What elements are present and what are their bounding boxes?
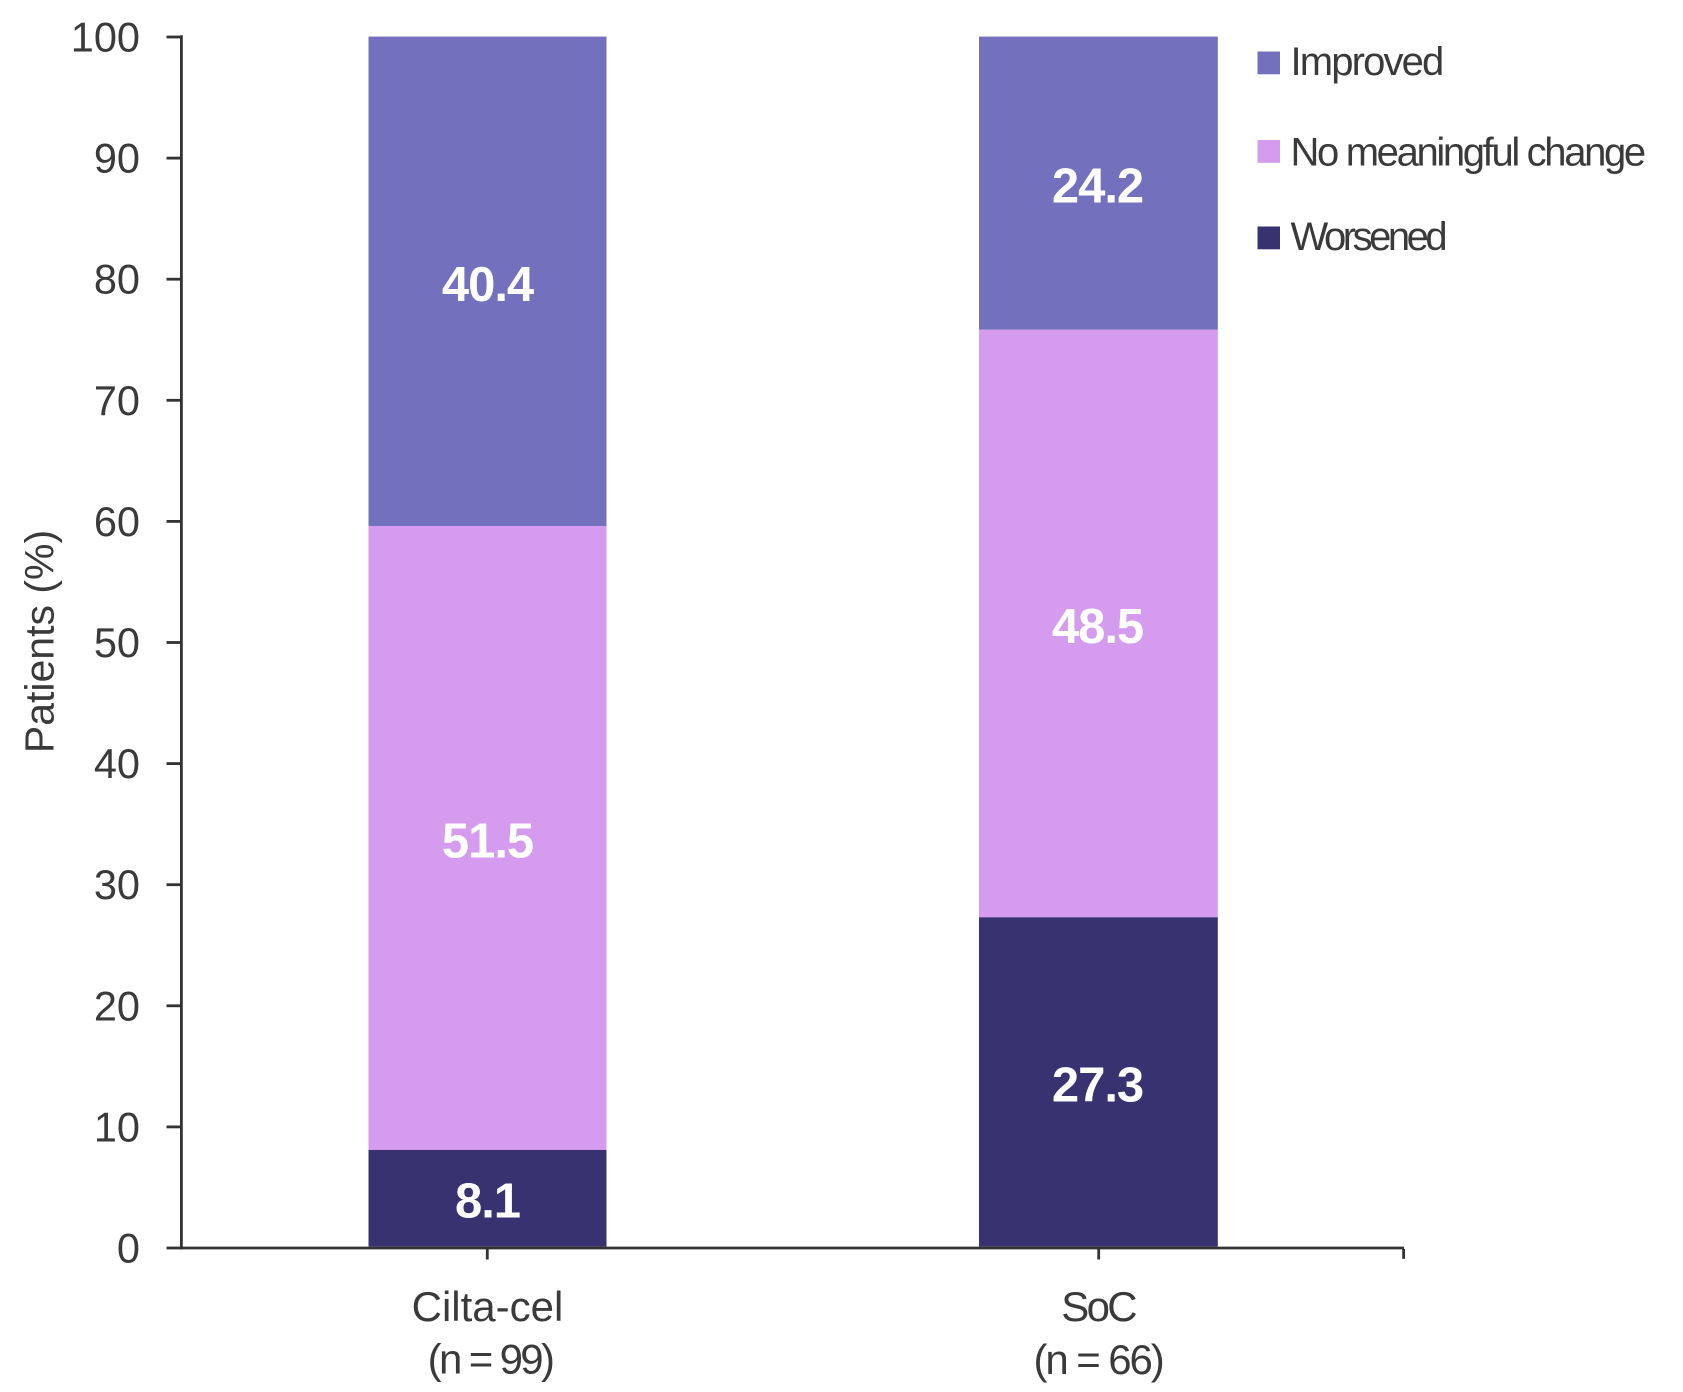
svg-text:0: 0 [117,1225,140,1272]
svg-text:40.4: 40.4 [442,258,534,312]
svg-text:40: 40 [94,740,140,787]
svg-text:100: 100 [71,14,140,61]
svg-text:51.5: 51.5 [442,815,533,869]
svg-text:60: 60 [94,498,140,545]
svg-text:20: 20 [94,982,140,1029]
svg-text:(n = 66): (n = 66) [1034,1336,1163,1383]
svg-text:90: 90 [94,135,140,182]
svg-text:Patients (%): Patients (%) [17,530,63,753]
svg-text:10: 10 [94,1103,140,1150]
svg-text:70: 70 [94,377,140,424]
svg-text:Worsened: Worsened [1291,215,1446,259]
svg-text:(n = 99): (n = 99) [428,1336,553,1383]
svg-text:24.2: 24.2 [1052,160,1143,214]
svg-text:SoC: SoC [1061,1283,1136,1330]
svg-text:27.3: 27.3 [1052,1059,1143,1113]
svg-text:30: 30 [94,861,140,908]
svg-text:No meaningful change: No meaningful change [1291,131,1645,175]
svg-text:Improved: Improved [1291,40,1443,84]
svg-text:Cilta-cel: Cilta-cel [412,1283,564,1330]
svg-text:8.1: 8.1 [455,1175,520,1229]
svg-text:80: 80 [94,256,140,303]
svg-text:50: 50 [94,619,140,666]
svg-text:48.5: 48.5 [1052,600,1143,654]
